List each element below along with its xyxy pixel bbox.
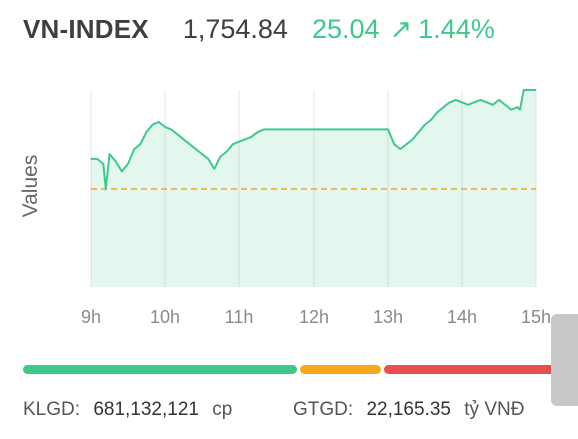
price-point (523, 89, 525, 91)
price-point (238, 141, 240, 143)
price-point (170, 128, 172, 130)
price-point (519, 109, 521, 111)
price-point (449, 101, 451, 103)
x-tick-label: 14h (447, 307, 477, 327)
price-point (455, 99, 457, 101)
price-point (263, 128, 265, 130)
price-point (498, 99, 500, 101)
price-point (176, 133, 178, 135)
price-point (158, 121, 160, 123)
price-point (535, 89, 537, 91)
gtgd-unit: tỷ VNĐ (464, 399, 525, 420)
price-point (430, 119, 432, 121)
index-name: VN-INDEX (23, 14, 149, 44)
price-point (152, 123, 154, 126)
price-point (189, 143, 191, 145)
price-point (393, 143, 395, 145)
value-summary: GTGD: 22,165.35 tỷ VNĐ (293, 399, 524, 421)
price-point (510, 109, 512, 111)
price-point (275, 128, 278, 130)
price-point (232, 143, 234, 145)
price-point (269, 128, 271, 130)
price-point (250, 136, 253, 138)
gtgd-label: GTGD: (293, 399, 354, 420)
volume-bar-up (23, 365, 297, 374)
price-point (442, 106, 445, 108)
volume-summary: KLGD: 681,132,121 cp (23, 399, 232, 421)
klgd-value: 681,132,121 (93, 399, 199, 420)
price-point (436, 111, 438, 113)
index-price: 1,754.84 (182, 14, 288, 44)
price-point (96, 158, 98, 160)
x-tick-label: 15h (521, 307, 551, 327)
x-tick-label: 11h (225, 307, 254, 327)
index-change: 25.04 (311, 14, 380, 44)
arrow-up-right-icon: ↗ (389, 14, 413, 44)
price-point (473, 101, 475, 103)
price-point (244, 138, 246, 140)
price-point (115, 160, 117, 162)
volume-bar-down (384, 365, 558, 374)
price-point (108, 153, 111, 155)
price-point (133, 148, 135, 150)
price-point (387, 128, 389, 130)
price-point (121, 170, 123, 172)
x-tick-label: 10h (150, 307, 180, 327)
price-point (412, 138, 414, 140)
volume-bar-reference (300, 365, 381, 374)
klgd-unit: cp (212, 399, 233, 420)
price-point (486, 101, 488, 103)
price-point (226, 151, 228, 153)
price-point (139, 143, 141, 145)
index-header: VN-INDEX 1,754.84 25.04 ↗ 1.44% (23, 14, 495, 52)
price-point (164, 126, 166, 128)
price-point (461, 101, 463, 103)
price-point (399, 148, 401, 150)
price-point (102, 163, 104, 165)
price-point (405, 143, 408, 145)
price-point (127, 163, 129, 165)
price-point (207, 158, 209, 160)
price-point (201, 153, 203, 155)
price-point (105, 188, 107, 190)
price-point (257, 131, 259, 133)
price-point (492, 104, 494, 106)
price-point (467, 104, 469, 106)
x-tick-label: 13h (373, 307, 403, 327)
price-point (516, 106, 519, 108)
klgd-label: KLGD: (23, 399, 81, 420)
price-point (418, 131, 420, 133)
index-change-percent: 1.44% (418, 14, 495, 44)
price-point (145, 131, 148, 133)
price-point (213, 168, 215, 170)
price-point (90, 158, 92, 160)
scroll-handle[interactable] (551, 314, 578, 406)
x-tick-label: 9h (81, 307, 101, 327)
price-point (424, 123, 426, 126)
price-point (182, 138, 185, 140)
price-point (195, 148, 197, 150)
gtgd-value: 22,165.35 (366, 399, 451, 420)
x-tick-label: 12h (299, 307, 329, 327)
price-point (479, 99, 482, 101)
price-series-line (91, 89, 536, 190)
price-point (219, 155, 222, 158)
